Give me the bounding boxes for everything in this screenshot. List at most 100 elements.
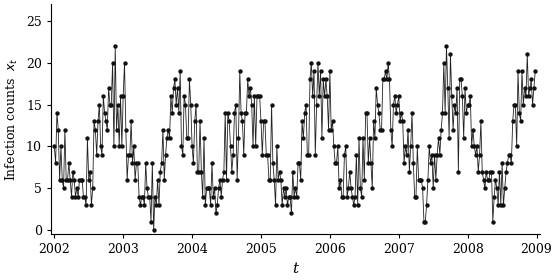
Point bbox=[186, 102, 195, 107]
Point bbox=[422, 203, 431, 207]
Point bbox=[520, 86, 529, 90]
Point bbox=[86, 169, 95, 174]
Point bbox=[367, 161, 375, 165]
Point bbox=[216, 178, 224, 182]
Point bbox=[266, 178, 275, 182]
Point bbox=[241, 111, 250, 115]
Point bbox=[430, 153, 439, 157]
Point bbox=[133, 161, 142, 165]
Point bbox=[193, 169, 202, 174]
Point bbox=[361, 111, 370, 115]
Point bbox=[510, 102, 519, 107]
Point bbox=[59, 186, 68, 190]
Point bbox=[334, 144, 343, 149]
Point bbox=[128, 161, 137, 165]
Point bbox=[146, 220, 155, 224]
Point bbox=[80, 194, 89, 199]
Point bbox=[131, 178, 140, 182]
Point bbox=[502, 169, 511, 174]
Point bbox=[300, 111, 309, 115]
Point bbox=[119, 94, 128, 99]
Point bbox=[519, 102, 528, 107]
Point bbox=[497, 161, 506, 165]
Point bbox=[389, 102, 398, 107]
Point bbox=[495, 169, 504, 174]
X-axis label: t: t bbox=[292, 262, 299, 276]
Point bbox=[470, 144, 478, 149]
Point bbox=[125, 153, 134, 157]
Point bbox=[442, 44, 451, 48]
Point bbox=[323, 94, 331, 99]
Point bbox=[308, 94, 317, 99]
Point bbox=[363, 111, 372, 115]
Point bbox=[97, 153, 106, 157]
Point bbox=[108, 60, 117, 65]
Point bbox=[197, 169, 206, 174]
Point bbox=[349, 203, 358, 207]
Point bbox=[79, 194, 88, 199]
Point bbox=[419, 220, 428, 224]
Point bbox=[58, 178, 67, 182]
Point bbox=[188, 144, 197, 149]
Point bbox=[96, 144, 105, 149]
Point bbox=[273, 178, 282, 182]
Point bbox=[512, 144, 521, 149]
Point bbox=[198, 194, 207, 199]
Point bbox=[410, 194, 419, 199]
Point bbox=[397, 111, 406, 115]
Point bbox=[444, 136, 453, 140]
Point bbox=[252, 94, 261, 99]
Point bbox=[521, 94, 530, 99]
Point bbox=[251, 144, 260, 149]
Point bbox=[199, 136, 208, 140]
Point bbox=[227, 169, 236, 174]
Point bbox=[325, 69, 334, 73]
Point bbox=[145, 194, 154, 199]
Point bbox=[218, 178, 227, 182]
Point bbox=[235, 69, 244, 73]
Point bbox=[185, 77, 194, 82]
Point bbox=[62, 178, 71, 182]
Point bbox=[514, 69, 522, 73]
Point bbox=[121, 127, 130, 132]
Point bbox=[324, 127, 333, 132]
Point bbox=[475, 153, 484, 157]
Point bbox=[177, 144, 186, 149]
Point bbox=[429, 186, 438, 190]
Point bbox=[474, 169, 483, 174]
Point bbox=[202, 186, 211, 190]
Point bbox=[482, 169, 491, 174]
Point bbox=[476, 119, 485, 123]
Point bbox=[492, 186, 501, 190]
Point bbox=[368, 186, 377, 190]
Point bbox=[258, 153, 267, 157]
Point bbox=[181, 102, 190, 107]
Point bbox=[462, 111, 471, 115]
Point bbox=[75, 178, 84, 182]
Point bbox=[219, 169, 228, 174]
Point bbox=[105, 102, 114, 107]
Point bbox=[87, 203, 96, 207]
Point bbox=[355, 136, 364, 140]
Point bbox=[50, 144, 58, 149]
Point bbox=[332, 161, 341, 165]
Point bbox=[69, 169, 77, 174]
Point bbox=[267, 102, 276, 107]
Point bbox=[76, 178, 85, 182]
Point bbox=[479, 178, 488, 182]
Point bbox=[339, 194, 348, 199]
Point bbox=[282, 186, 291, 190]
Point bbox=[234, 136, 243, 140]
Point bbox=[466, 94, 475, 99]
Point bbox=[317, 136, 326, 140]
Point bbox=[481, 186, 490, 190]
Point bbox=[412, 194, 421, 199]
Point bbox=[284, 194, 293, 199]
Point bbox=[465, 102, 473, 107]
Point bbox=[74, 194, 82, 199]
Point bbox=[169, 86, 178, 90]
Point bbox=[148, 161, 157, 165]
Point bbox=[152, 203, 161, 207]
Point bbox=[91, 127, 100, 132]
Point bbox=[245, 94, 253, 99]
